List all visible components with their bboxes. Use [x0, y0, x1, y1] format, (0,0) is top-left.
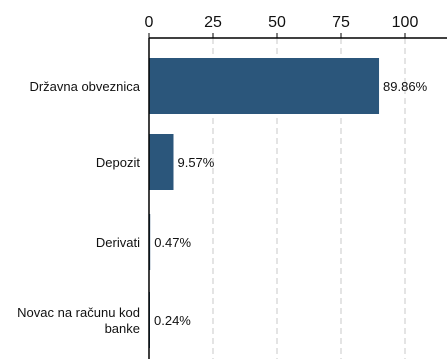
category-label-line: Depozit [96, 155, 140, 170]
category-label-3: Novac na računu kod banke [17, 305, 140, 336]
category-label-2: Derivati [96, 235, 140, 250]
data-label-0: 89.86% [383, 79, 428, 94]
data-label-1: 9.57% [177, 155, 214, 170]
category-label-line: Državna obveznica [29, 79, 140, 94]
bars [149, 58, 380, 348]
x-tick-label-0: 0 [145, 14, 154, 31]
x-tick-label-25: 25 [204, 14, 222, 31]
axes [148, 33, 447, 359]
labels: 0 25 50 75 100 Državna obveznica 89.86% Depozit… [17, 14, 427, 336]
bar-0 [149, 58, 380, 114]
category-label-0: Državna obveznica [29, 79, 140, 94]
data-label-2: 0.47% [154, 235, 191, 250]
x-tick-label-50: 50 [268, 14, 286, 31]
data-label-3: 0.24% [154, 313, 191, 328]
x-tick-label-100: 100 [392, 14, 419, 31]
category-label-1: Depozit [96, 155, 140, 170]
bar-1 [149, 134, 174, 190]
category-label-line: banke [105, 321, 140, 336]
category-label-line: Novac na računu kod [17, 305, 140, 320]
x-tick-label-75: 75 [332, 14, 350, 31]
category-label-line: Derivati [96, 235, 140, 250]
